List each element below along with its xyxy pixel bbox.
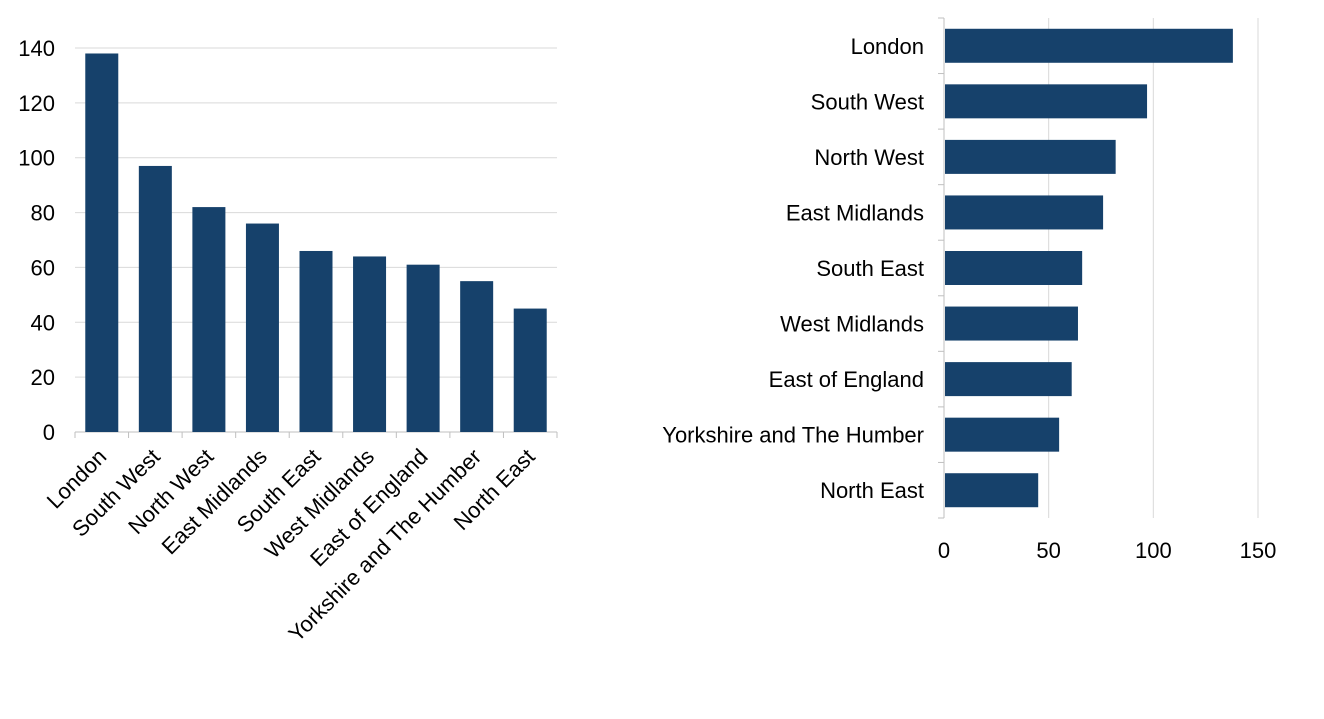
y-category-label: South West: [811, 89, 924, 114]
hbar-south-east: [945, 251, 1083, 285]
bar-london: [85, 53, 119, 432]
y-category-label: East Midlands: [786, 200, 924, 225]
y-category-label: London: [851, 34, 924, 59]
y-tick-label: 0: [43, 420, 55, 445]
y-tick-label: 40: [31, 310, 55, 335]
y-tick-label: 80: [31, 201, 55, 226]
y-category-label: North West: [814, 145, 924, 170]
y-category-label: Yorkshire and The Humber: [662, 423, 924, 448]
y-category-label: East of England: [769, 367, 924, 392]
bar-south-west: [138, 165, 172, 432]
y-tick-label: 60: [31, 255, 55, 280]
y-tick-label: 120: [18, 91, 55, 116]
bar-west-midlands: [353, 256, 387, 432]
bar-north-east: [513, 308, 547, 432]
bar-south-east: [299, 250, 333, 432]
x-tick-label: 50: [1036, 538, 1060, 563]
hbar-west-midlands: [945, 306, 1078, 341]
y-category-label: North East: [820, 478, 924, 503]
hbar-north-west: [945, 139, 1116, 174]
y-tick-label: 140: [18, 36, 55, 61]
bar-north-west: [192, 207, 226, 432]
bar-east-midlands: [245, 223, 279, 432]
bar-east-of-england: [406, 264, 440, 432]
hbar-london: [945, 28, 1233, 63]
horizontal-bar-chart: 0 50 100 150 London South West North West East …: [662, 17, 1277, 563]
x-tick-label: 150: [1240, 538, 1277, 563]
hbar-east-of-england: [945, 362, 1072, 397]
y-category-label: South East: [816, 256, 924, 281]
hbar-north-east: [945, 473, 1039, 508]
y-tick-label: 100: [18, 146, 55, 171]
x-tick-label: 100: [1135, 538, 1172, 563]
hbar-east-midlands: [945, 195, 1104, 230]
hbar-south-west: [945, 84, 1148, 119]
hbar-yorkshire-and-the-humber: [945, 417, 1060, 452]
x-tick-label: 0: [938, 538, 950, 563]
y-category-label: West Midlands: [780, 312, 924, 337]
bar-yorkshire-and-the-humber: [460, 281, 494, 432]
y-tick-label: 20: [31, 365, 55, 390]
